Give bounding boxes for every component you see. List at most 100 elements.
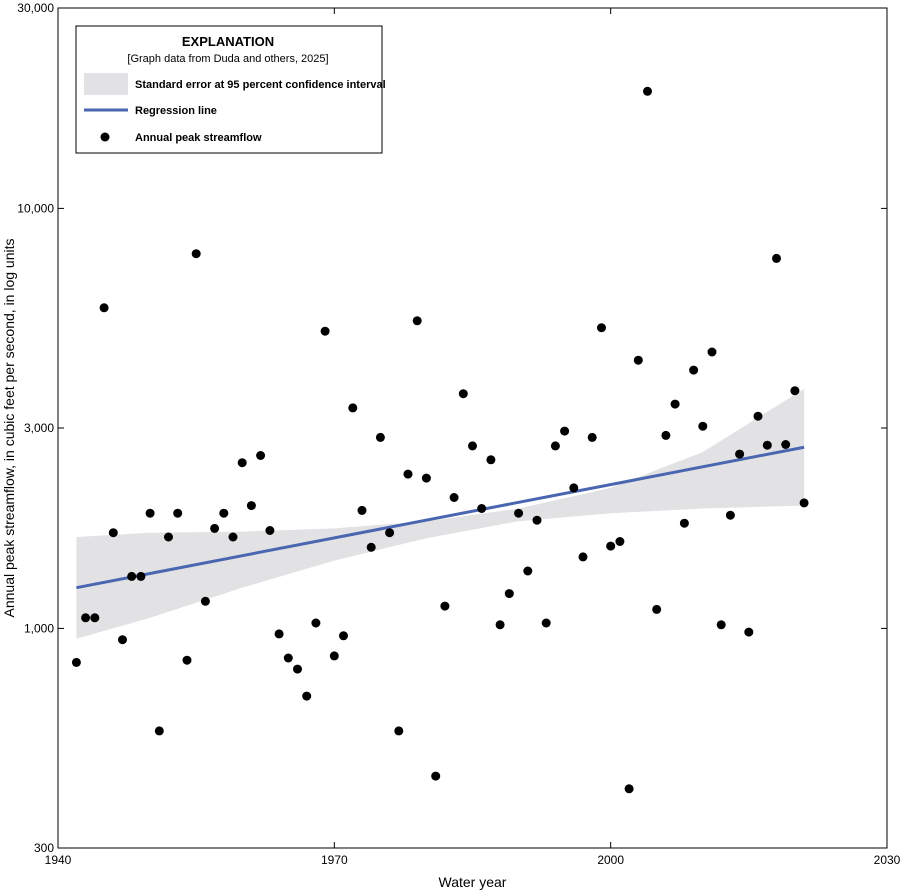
- data-point: [412, 316, 422, 326]
- data-point: [127, 571, 137, 581]
- data-point: [679, 518, 689, 528]
- data-point: [652, 604, 662, 614]
- data-point: [523, 566, 533, 576]
- data-point: [550, 441, 560, 451]
- data-point: [597, 323, 606, 333]
- x-tick-label: 1940: [45, 853, 72, 867]
- data-point: [468, 441, 477, 451]
- data-point: [108, 528, 118, 538]
- y-tick-label: 10,000: [17, 201, 54, 215]
- legend-subtitle: [Graph data from Duda and others, 2025]: [127, 53, 328, 65]
- data-point: [670, 399, 680, 409]
- data-point: [274, 629, 284, 639]
- legend-dot-label: Annual peak streamflow: [135, 132, 262, 144]
- data-point: [265, 526, 275, 535]
- data-point: [707, 347, 717, 357]
- data-point: [118, 635, 127, 645]
- data-point: [81, 613, 91, 623]
- data-point: [237, 458, 247, 468]
- data-point: [541, 618, 551, 628]
- data-point: [182, 655, 192, 665]
- data-point: [385, 528, 395, 538]
- data-point: [735, 449, 745, 459]
- data-point: [366, 542, 376, 552]
- data-point: [762, 440, 772, 450]
- x-axis-title: Water year: [439, 874, 507, 890]
- data-point: [495, 620, 505, 630]
- data-point: [458, 389, 468, 399]
- data-point: [772, 253, 781, 263]
- scatter-points: [71, 86, 809, 794]
- data-point: [136, 571, 146, 581]
- legend-line-label: Regression line: [135, 105, 217, 117]
- data-point: [191, 249, 201, 259]
- regression-line: [76, 445, 805, 590]
- data-point: [228, 532, 238, 542]
- legend-title: EXPLANATION: [182, 34, 274, 49]
- data-point: [145, 508, 155, 518]
- legend-band-swatch: [84, 73, 128, 95]
- data-point: [173, 508, 183, 518]
- data-point: [532, 515, 542, 525]
- legend-dot-swatch: [100, 132, 110, 142]
- data-point: [698, 421, 708, 431]
- data-point: [799, 498, 809, 508]
- axis-ticks: 1940 1970 2000 2030 300 1,000 3,000 10,000 30,00…: [17, 1, 900, 867]
- y-tick-label: 30,000: [17, 1, 54, 15]
- data-point: [283, 653, 293, 663]
- data-point: [725, 510, 735, 520]
- data-point: [329, 651, 339, 661]
- data-point: [643, 86, 652, 96]
- data-point: [477, 504, 487, 513]
- data-point: [753, 411, 763, 421]
- legend-band-label: Standard error at 95 percent confidence …: [135, 79, 386, 91]
- confidence-band-layer: [76, 388, 805, 639]
- data-point: [514, 508, 524, 518]
- data-point: [661, 430, 671, 440]
- data-point: [256, 451, 266, 460]
- data-point: [293, 664, 302, 674]
- data-point: [449, 493, 459, 502]
- data-point: [339, 631, 348, 641]
- data-point: [302, 691, 312, 701]
- data-point: [716, 620, 726, 630]
- y-tick-label: 1,000: [24, 621, 54, 635]
- regression-line-layer: [76, 445, 805, 590]
- data-point: [357, 505, 367, 515]
- data-point: [431, 771, 441, 781]
- data-point: [246, 501, 256, 511]
- data-point: [689, 365, 699, 375]
- data-point: [394, 726, 404, 736]
- data-point: [403, 469, 413, 479]
- x-tick-label: 2000: [597, 853, 624, 867]
- data-point: [311, 618, 321, 628]
- data-point: [486, 455, 496, 465]
- data-point: [210, 523, 220, 533]
- data-point: [781, 440, 791, 449]
- confidence-band: [76, 388, 805, 639]
- data-point: [624, 784, 634, 794]
- y-tick-label: 300: [34, 841, 54, 855]
- data-point: [504, 589, 514, 599]
- data-point: [440, 601, 450, 611]
- data-point: [348, 403, 358, 413]
- data-point: [560, 426, 570, 436]
- x-tick-label: 1970: [321, 853, 348, 867]
- data-point: [790, 386, 800, 396]
- data-point: [164, 532, 173, 542]
- data-point: [219, 508, 229, 518]
- data-point: [90, 613, 100, 623]
- data-point: [615, 537, 625, 546]
- legend: EXPLANATION [Graph data from Duda and ot…: [75, 25, 386, 154]
- data-point: [99, 303, 109, 313]
- data-point: [71, 657, 81, 667]
- data-point: [744, 627, 754, 637]
- data-point: [421, 473, 431, 483]
- data-point: [606, 541, 616, 551]
- data-point: [578, 552, 588, 562]
- y-axis-title: Annual peak streamflow, in cubic feet pe…: [1, 239, 17, 618]
- data-point: [154, 726, 164, 736]
- data-point: [569, 483, 579, 493]
- data-point: [320, 326, 330, 336]
